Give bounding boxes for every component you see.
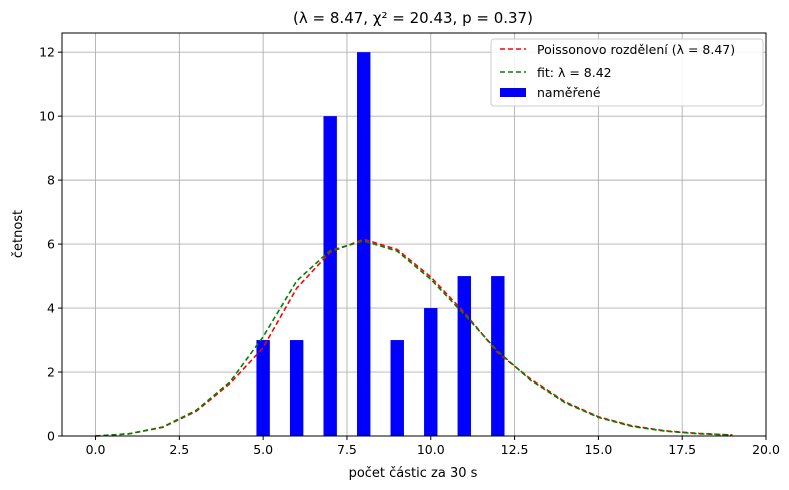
y-tick-label-5: 10: [39, 109, 55, 124]
x-tick-label-0: 0.0: [86, 442, 106, 457]
x-tick-label-3: 7.5: [337, 442, 357, 457]
y-tick-label-3: 6: [47, 237, 55, 252]
x-tick-label-4: 10.0: [417, 442, 445, 457]
bar-11: [457, 276, 471, 436]
y-tick-label-0: 0: [47, 429, 55, 444]
x-tick-label-2: 5.0: [253, 442, 273, 457]
legend-label-measured: naměřené: [537, 85, 601, 100]
bar-6: [289, 340, 304, 436]
bar-10: [424, 308, 438, 436]
legend-label-poisson: Poissonovo rozdělení (λ = 8.47): [537, 42, 735, 57]
series-line-0: [95, 238, 733, 437]
x-tick-label-1: 2.5: [169, 442, 189, 457]
y-tick-label-1: 2: [47, 365, 55, 380]
y-axis-label: četnost: [11, 210, 26, 258]
bar-7: [323, 116, 337, 437]
legend-box: [490, 38, 764, 107]
x-axis-ticks: 0.0 2.5 5.0 7.5 10.0 12.5 15.0 17.5 20.0: [86, 436, 780, 457]
y-tick-label-6: 12: [39, 45, 55, 60]
x-axis-label: počet částic za 30 s: [349, 466, 478, 481]
x-tick-label-5: 12.5: [501, 442, 529, 457]
y-tick-label-2: 4: [47, 301, 55, 316]
chart-title: (λ = 8.47, χ² = 20.43, p = 0.37): [293, 9, 533, 27]
legend: Poissonovo rozdělení (λ = 8.47) fit: λ =…: [490, 38, 764, 107]
x-tick-label-7: 17.5: [668, 442, 696, 457]
y-tick-label-4: 8: [47, 173, 55, 188]
series-line-1: [95, 240, 733, 437]
bar-5: [256, 340, 270, 436]
bar-8: [357, 52, 371, 436]
plot-frame: [61, 32, 767, 437]
bars: [256, 52, 505, 437]
x-tick-label-6: 15.0: [584, 442, 612, 457]
bar-12: [491, 276, 505, 436]
x-tick-label-8: 20.0: [752, 442, 780, 457]
legend-swatch-measured: [500, 88, 526, 97]
bar-9: [390, 340, 404, 436]
legend-label-fit: fit: λ = 8.42: [537, 65, 612, 80]
y-axis-ticks: 0 2 4 6 8 10 12: [39, 45, 62, 444]
series-lines: [95, 238, 733, 437]
